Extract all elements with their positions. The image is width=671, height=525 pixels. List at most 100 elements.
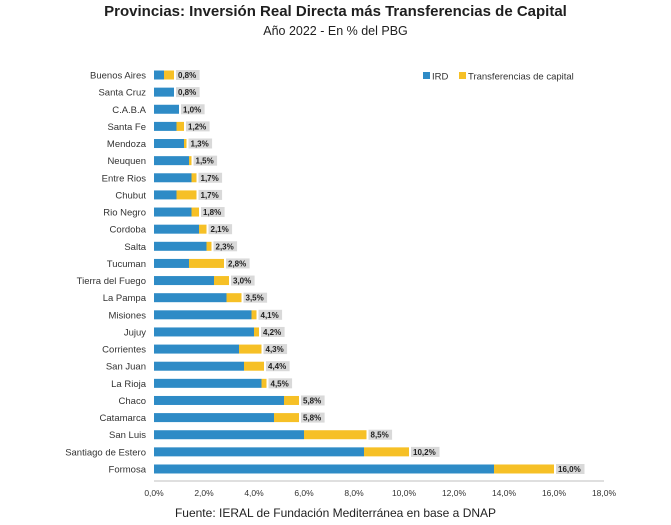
x-tick-label: 6,0% (294, 488, 314, 498)
category-label: Santa Cruz (98, 88, 146, 99)
bar-segment-ird (154, 241, 207, 251)
x-tick-label: 8,0% (344, 488, 364, 498)
bar-segment-transferencias (191, 173, 197, 183)
chart-subtitle: Año 2022 - En % del PBG (263, 24, 408, 38)
value-label-background (186, 121, 210, 132)
bar-segment-transferencias (274, 413, 299, 423)
bar-segment-ird (154, 327, 254, 337)
value-label-background (258, 309, 283, 320)
value-label: 5,8% (303, 414, 321, 423)
bar-segment-ird (154, 207, 192, 217)
x-tick-label: 16,0% (542, 488, 567, 498)
bar-segment-transferencias (164, 70, 174, 80)
bar-segment-ird (154, 447, 364, 457)
bar-segment-transferencias (494, 464, 554, 474)
x-tick-label: 18,0% (592, 488, 617, 498)
bar-segment-ird (154, 87, 174, 97)
category-label: Salta (124, 242, 146, 253)
bar-segment-transferencias (206, 241, 212, 251)
category-label: Rio Negro (103, 208, 146, 219)
value-label: 1,7% (201, 174, 219, 183)
value-label-background (198, 189, 223, 200)
category-label: San Juan (106, 362, 146, 373)
bar-segment-transferencias (189, 258, 224, 268)
x-tick-label: 2,0% (194, 488, 214, 498)
value-label: 1,3% (191, 140, 209, 149)
value-label-background (213, 241, 238, 252)
value-label-background (193, 155, 218, 166)
x-tick-label: 10,0% (392, 488, 417, 498)
value-label-background (208, 224, 233, 235)
bar-segment-transferencias (261, 378, 267, 388)
category-label: Catamarca (100, 413, 147, 424)
bar-segment-transferencias (284, 395, 299, 405)
category-label: Santa Fe (107, 122, 146, 133)
value-label-background (263, 344, 288, 355)
bar-segment-ird (154, 464, 494, 474)
value-label: 10,2% (413, 448, 436, 457)
bar-segment-ird (154, 121, 177, 131)
bar-segment-transferencias (214, 276, 229, 286)
bar-segment-ird (154, 310, 252, 320)
value-label: 4,4% (268, 362, 286, 371)
bar-segment-ird (154, 104, 179, 114)
bar-segment-transferencias (226, 293, 242, 303)
category-label: Corrientes (102, 345, 146, 356)
bar-segment-transferencias (239, 344, 262, 354)
bar-segment-ird (154, 156, 189, 166)
bar-segment-ird (154, 173, 192, 183)
category-label: Chaco (119, 396, 146, 407)
legend-swatch (459, 72, 466, 79)
value-label-background (226, 258, 250, 269)
value-label-background (368, 429, 393, 440)
value-label-background (201, 207, 225, 218)
bar-segment-ird (154, 378, 262, 388)
value-label-background (188, 138, 213, 149)
legend-label: Transferencias de capital (468, 72, 574, 83)
bar-segment-transferencias (176, 121, 184, 131)
category-labels: Buenos Aires Santa Cruz C.A.B.A Santa Fe Men… (65, 71, 147, 476)
source-note: Fuente: IERAL de Fundación Mediterránea … (174, 506, 497, 520)
category-label: Buenos Aires (90, 71, 146, 82)
x-tick-label: 0,0% (144, 488, 164, 498)
bar-segment-ird (154, 224, 199, 234)
value-label-background (411, 446, 440, 457)
value-label: 1,7% (201, 191, 219, 200)
value-label: 3,0% (233, 277, 251, 286)
legend-swatch (423, 72, 430, 79)
legend: IRD Transferencias de capital (423, 72, 574, 83)
bar-segment-ird (154, 413, 274, 423)
bar-segment-transferencias (304, 430, 367, 440)
bar-segment-transferencias (364, 447, 409, 457)
bar-segment-ird (154, 293, 227, 303)
bar-segment-transferencias (189, 156, 192, 166)
bar-segment-transferencias (254, 327, 259, 337)
category-label: Santiago de Estero (65, 447, 146, 458)
value-label: 1,8% (203, 208, 221, 217)
value-label: 16,0% (558, 465, 581, 474)
category-label: La Pampa (103, 293, 147, 304)
bar-segment-transferencias (191, 207, 199, 217)
category-label: Jujuy (124, 327, 146, 338)
category-label: Chubut (115, 190, 146, 201)
value-label: 4,1% (261, 311, 279, 320)
category-label: Misiones (109, 310, 147, 321)
category-label: Mendoza (107, 139, 147, 150)
bar-segment-ird (154, 344, 239, 354)
value-label: 1,5% (196, 157, 214, 166)
value-label: 4,2% (263, 328, 281, 337)
category-label: C.A.B.A (112, 105, 146, 116)
value-label: 3,5% (246, 294, 264, 303)
value-label-background (556, 463, 585, 474)
bar-segment-ird (154, 361, 244, 371)
category-label: Tucuman (107, 259, 146, 270)
value-label-background (181, 104, 205, 115)
value-label: 0,8% (178, 71, 196, 80)
category-label: Tierra del Fuego (77, 276, 146, 287)
bars-layer (154, 70, 554, 474)
bar-segment-ird (154, 430, 304, 440)
value-label-background (268, 378, 293, 389)
value-label: 2,1% (211, 225, 229, 234)
x-axis: 0,0% 2,0% 4,0% 6,0% 8,0% 10,0% 12,0% 14,0% 16,0%… (144, 480, 617, 498)
